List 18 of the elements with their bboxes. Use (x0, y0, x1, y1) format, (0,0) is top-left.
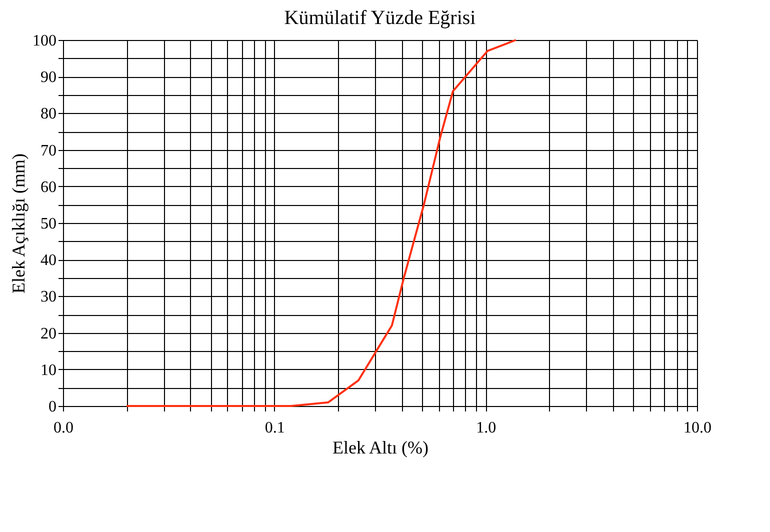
y-tick-label: 40 (40, 252, 56, 270)
y-axis-title: Elek Açıklığı (mm) (8, 154, 28, 294)
y-tick-label: 80 (40, 106, 56, 123)
x-tick-label: 1.0 (476, 420, 496, 436)
y-tick-label: 70 (40, 142, 56, 160)
y-tick-label: 20 (40, 325, 56, 342)
y-tick-label: 90 (40, 69, 56, 86)
chart-title: Kümülatif Yüzde Eğrisi (284, 7, 476, 29)
x-tick-label: 0.1 (264, 420, 285, 436)
y-tick-label: 60 (40, 178, 56, 196)
y-tick-label: 10 (40, 362, 56, 379)
x-tick-label: 0.0 (54, 420, 74, 436)
y-tick-label: 30 (40, 288, 56, 306)
y-tick-label: 0 (48, 398, 56, 416)
x-tick-label: 10.0 (684, 420, 712, 436)
x-axis-title: Elek Altı (%) (332, 438, 428, 458)
y-tick-label: 100 (32, 32, 56, 50)
y-tick-label: 50 (40, 216, 56, 232)
